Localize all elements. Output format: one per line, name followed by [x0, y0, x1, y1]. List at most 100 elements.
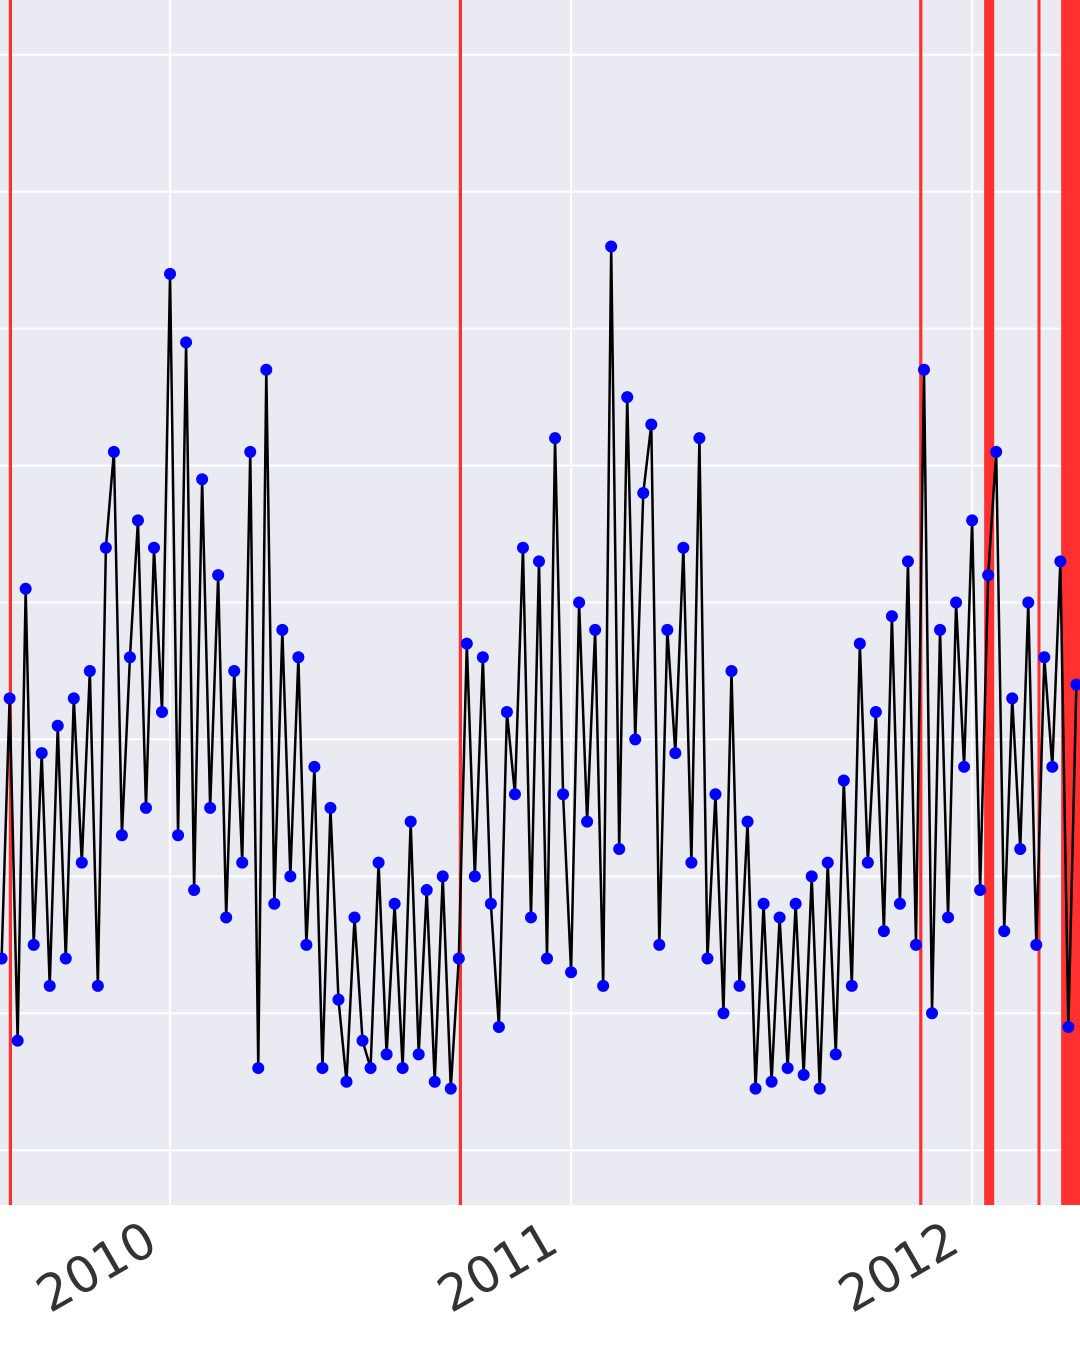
data-point — [204, 801, 217, 814]
data-point — [1006, 692, 1019, 705]
data-point — [901, 555, 914, 568]
data-point — [926, 1007, 939, 1020]
data-point — [1022, 596, 1035, 609]
data-point — [420, 884, 433, 897]
data-point — [252, 1062, 265, 1075]
data-point — [59, 952, 72, 965]
data-point — [292, 651, 305, 664]
data-point — [468, 870, 481, 883]
data-point — [685, 856, 698, 869]
data-point — [316, 1062, 329, 1075]
data-point — [853, 637, 866, 650]
data-point — [11, 1034, 24, 1047]
data-point — [725, 664, 738, 677]
data-point — [589, 623, 602, 636]
data-point — [484, 897, 497, 910]
data-point — [340, 1075, 353, 1088]
data-point — [139, 801, 152, 814]
data-point — [356, 1034, 369, 1047]
data-point — [83, 664, 96, 677]
data-point — [1046, 760, 1059, 773]
data-point — [460, 637, 473, 650]
data-point — [621, 391, 634, 404]
data-point — [669, 747, 682, 760]
data-point — [19, 582, 32, 595]
data-point — [909, 938, 922, 951]
data-point — [67, 692, 80, 705]
data-point — [35, 747, 48, 760]
x-tick-label: 2010 — [27, 1210, 166, 1324]
data-point — [228, 664, 241, 677]
data-point — [637, 486, 650, 499]
data-point — [741, 815, 754, 828]
data-point — [966, 514, 979, 527]
data-point — [998, 925, 1011, 938]
x-tick-label: 2011 — [428, 1210, 567, 1324]
data-point — [773, 911, 786, 924]
highlight-span — [458, 0, 462, 1205]
data-point — [1030, 938, 1043, 951]
data-point — [861, 856, 874, 869]
data-point — [3, 692, 16, 705]
data-point — [300, 938, 313, 951]
data-point — [877, 925, 890, 938]
data-point — [821, 856, 834, 869]
data-point — [212, 569, 225, 582]
data-point — [115, 829, 128, 842]
data-point — [524, 911, 537, 924]
data-point — [444, 1082, 457, 1095]
data-point — [284, 870, 297, 883]
data-point — [380, 1048, 393, 1061]
data-point — [557, 788, 570, 801]
data-point — [436, 870, 449, 883]
data-point — [188, 884, 201, 897]
data-point — [404, 815, 417, 828]
data-point — [428, 1075, 441, 1088]
data-point — [388, 897, 401, 910]
data-point — [164, 267, 177, 280]
data-point — [91, 979, 104, 992]
data-point — [789, 897, 802, 910]
data-point — [845, 979, 858, 992]
data-point — [27, 938, 40, 951]
data-point — [508, 788, 521, 801]
data-point — [500, 706, 513, 719]
data-point — [629, 733, 642, 746]
data-point — [605, 240, 618, 253]
data-point — [549, 432, 562, 445]
data-point — [260, 363, 273, 376]
data-point — [131, 514, 144, 527]
data-point — [308, 760, 321, 773]
data-point — [75, 856, 88, 869]
data-point — [452, 952, 465, 965]
data-point — [0, 952, 8, 965]
data-point — [934, 623, 947, 636]
highlight-span — [984, 0, 995, 1205]
data-point — [492, 1020, 505, 1033]
data-point — [532, 555, 545, 568]
data-point — [661, 623, 674, 636]
data-point — [573, 596, 586, 609]
data-point — [974, 884, 987, 897]
data-point — [565, 966, 578, 979]
data-point — [107, 445, 120, 458]
data-point — [236, 856, 249, 869]
data-point — [597, 979, 610, 992]
data-point — [172, 829, 185, 842]
data-point — [541, 952, 554, 965]
data-point — [244, 445, 257, 458]
data-point — [99, 541, 112, 554]
data-point — [693, 432, 706, 445]
data-point — [813, 1082, 826, 1095]
data-point — [837, 774, 850, 787]
data-point — [156, 706, 169, 719]
data-point — [893, 897, 906, 910]
data-point — [43, 979, 56, 992]
data-point — [958, 760, 971, 773]
data-point — [268, 897, 281, 910]
data-point — [372, 856, 385, 869]
data-point — [717, 1007, 730, 1020]
data-point — [1038, 651, 1051, 664]
data-point — [645, 418, 658, 431]
data-point — [701, 952, 714, 965]
